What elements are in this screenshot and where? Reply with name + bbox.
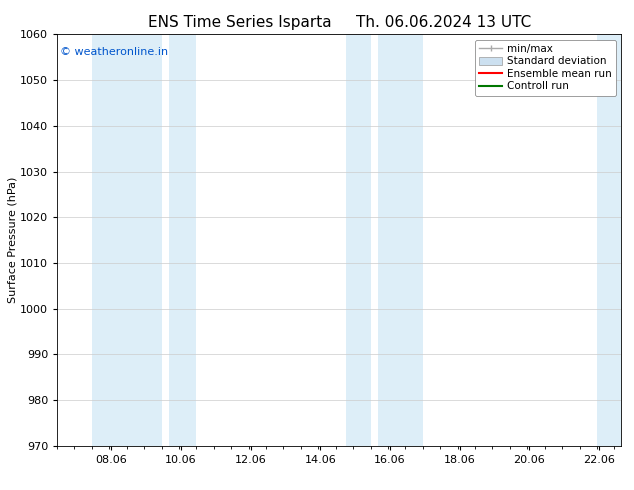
Bar — [377, 34, 423, 446]
Bar — [597, 34, 621, 446]
Bar — [169, 34, 197, 446]
Bar — [346, 34, 370, 446]
Title: ENS Time Series Isparta     Th. 06.06.2024 13 UTC: ENS Time Series Isparta Th. 06.06.2024 1… — [148, 15, 531, 30]
Legend: min/max, Standard deviation, Ensemble mean run, Controll run: min/max, Standard deviation, Ensemble me… — [475, 40, 616, 96]
Text: © weatheronline.in: © weatheronline.in — [60, 47, 168, 57]
Y-axis label: Surface Pressure (hPa): Surface Pressure (hPa) — [7, 177, 17, 303]
Bar — [92, 34, 162, 446]
